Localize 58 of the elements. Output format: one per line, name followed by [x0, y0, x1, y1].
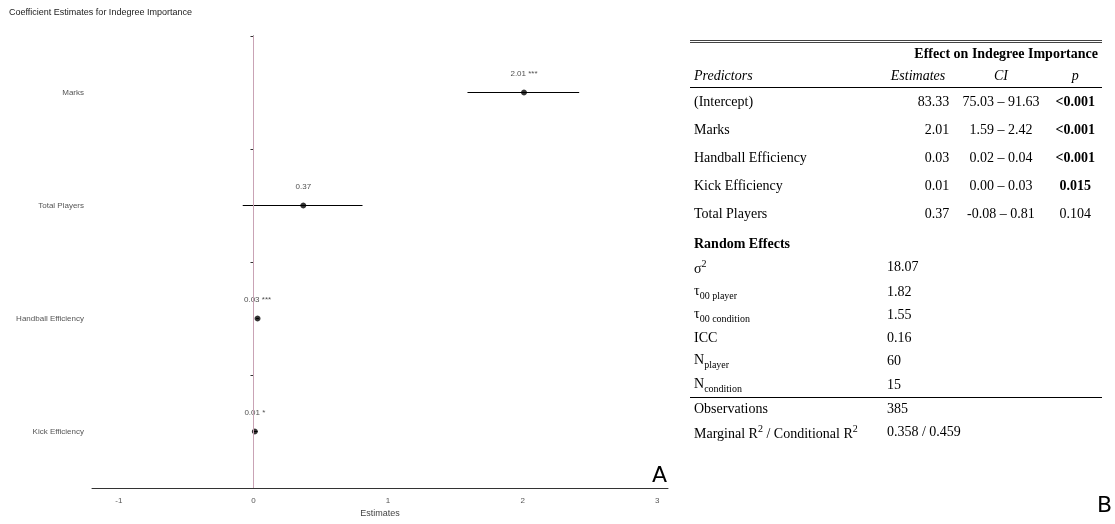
- text: Handball Efficiency: [693, 149, 808, 167]
- x-tick-label: -1: [115, 495, 124, 505]
- text: τ$_{00 player}$: [693, 281, 739, 303]
- text: 18.07: [885, 258, 920, 277]
- text: CI: [992, 67, 1010, 85]
- text: Effect on Indegree Importance: [913, 45, 1099, 63]
- data-label: 0.37: [295, 182, 312, 191]
- text: 0.358 / 0.459: [885, 423, 962, 442]
- text: 385: [882, 397, 1102, 420]
- annotation: A: [652, 462, 668, 487]
- text: 0.37: [923, 205, 951, 223]
- text: 1.82: [885, 282, 913, 301]
- text: 0.104: [1058, 205, 1093, 223]
- text: Marginal R$^{2}$ / Conditional R$^{2}$: [693, 421, 859, 443]
- text: ICC: [693, 329, 719, 348]
- text: 1.59 – 2.42: [968, 121, 1034, 139]
- text: 0.00 – 0.03: [968, 177, 1034, 195]
- text: σ$^{2}$: [693, 257, 708, 278]
- text: 0.015: [1058, 177, 1093, 195]
- text: 60: [885, 352, 902, 371]
- x-axis-title: Estimates: [360, 508, 401, 519]
- text: Estimates: [889, 67, 947, 85]
- text: τ$_{00 condition}$: [693, 305, 751, 327]
- text: N$_{player}$: [693, 351, 731, 373]
- y-tick-label: Marks: [62, 88, 84, 97]
- text: Total Players: [693, 205, 769, 223]
- point: [521, 89, 527, 96]
- text: B: [1097, 492, 1113, 517]
- x-tick-label: 1: [385, 495, 391, 505]
- text: 0.02 – 0.04: [968, 149, 1034, 167]
- x-tick-label: 3: [655, 495, 661, 505]
- y-tick-label: Kick Efficiency: [32, 427, 84, 436]
- text: N$_{condition}$: [693, 375, 743, 396]
- text: Predictors: [693, 67, 754, 85]
- text: 2.01: [923, 121, 951, 139]
- x-tick-label: 2: [520, 495, 526, 505]
- text: 75.03 – 91.63: [961, 93, 1041, 111]
- text: Kick Efficiency: [693, 177, 784, 195]
- text: 15: [885, 375, 902, 394]
- text: -0.08 – 0.81: [966, 205, 1036, 223]
- text: Marks: [693, 121, 731, 139]
- chart-title: Coefficient Estimates for Indegree Importance: [9, 6, 192, 17]
- text: <0.001: [1054, 121, 1097, 139]
- text: <0.001: [1054, 149, 1097, 167]
- text: 0.01: [923, 177, 951, 195]
- data-label: 2.01 ***: [510, 69, 538, 78]
- y-tick-label: Total Players: [38, 201, 84, 210]
- text: 83.33: [916, 93, 951, 111]
- x-tick-label: 0: [251, 495, 257, 505]
- text: p: [1070, 67, 1080, 85]
- text: Observations: [690, 397, 883, 420]
- text: 0.16: [885, 329, 913, 348]
- y-tick-label: Handball Efficiency: [16, 314, 84, 323]
- text: Random Effects: [693, 235, 792, 253]
- text: 0.03: [923, 149, 951, 167]
- text: (Intercept): [693, 93, 755, 111]
- text: 1.55: [885, 306, 913, 325]
- text: <0.001: [1054, 93, 1097, 111]
